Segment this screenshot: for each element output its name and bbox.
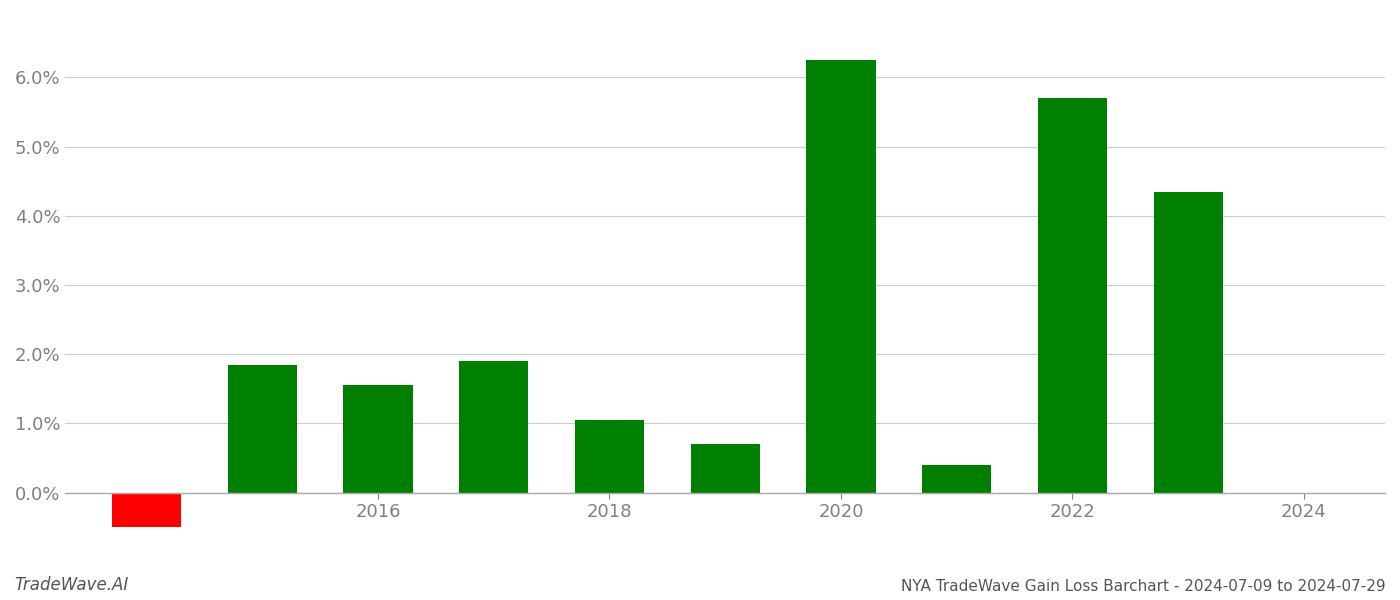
- Bar: [1154, 191, 1224, 493]
- Bar: [459, 361, 528, 493]
- Bar: [575, 420, 644, 493]
- Bar: [1037, 98, 1107, 493]
- Text: NYA TradeWave Gain Loss Barchart - 2024-07-09 to 2024-07-29: NYA TradeWave Gain Loss Barchart - 2024-…: [902, 579, 1386, 594]
- Bar: [923, 465, 991, 493]
- Bar: [112, 493, 181, 527]
- Bar: [806, 60, 876, 493]
- Bar: [690, 444, 760, 493]
- Bar: [228, 365, 297, 493]
- Bar: [343, 385, 413, 493]
- Text: TradeWave.AI: TradeWave.AI: [14, 576, 129, 594]
